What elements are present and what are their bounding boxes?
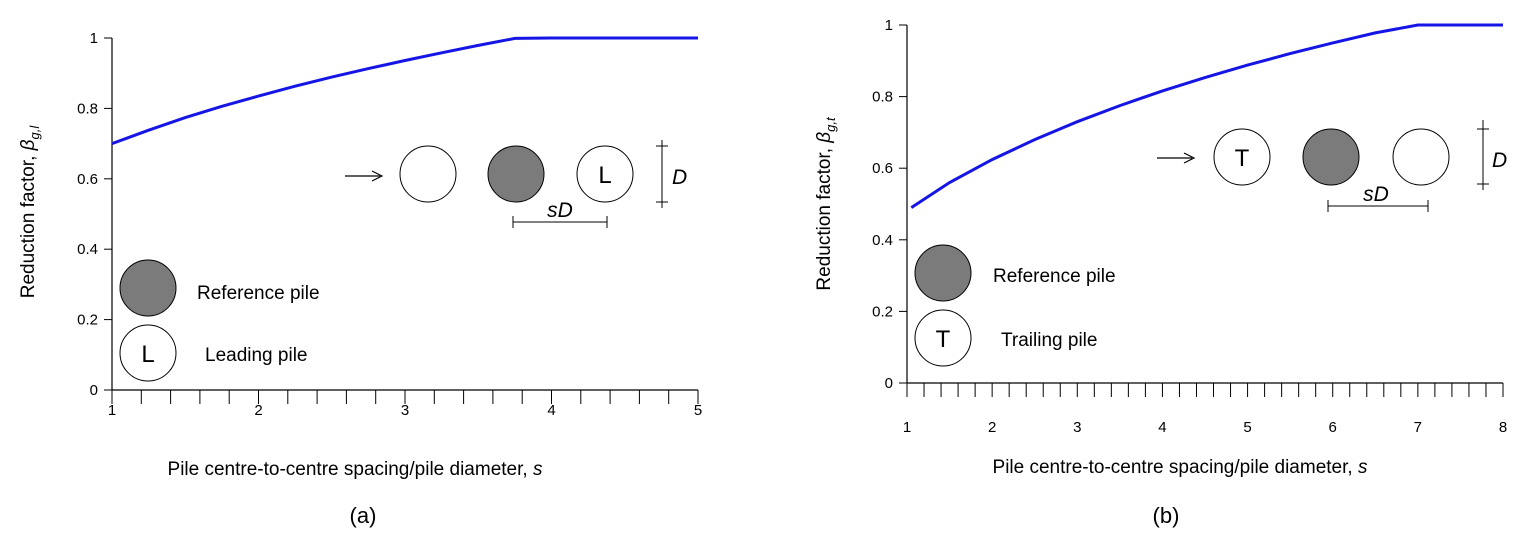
legend-trailing-letter: T (936, 326, 951, 353)
pile-reference (1302, 128, 1360, 186)
x-tick-label: 6 (1329, 419, 1337, 436)
arrow-head-icon (371, 170, 384, 182)
legend-reference-symbol (914, 244, 972, 302)
x-tick-label: 1 (108, 402, 116, 419)
x-tick-label: 5 (1243, 419, 1251, 436)
y-tick-label: 0.2 (77, 312, 98, 329)
x-axis-title-a: Pile centre-to-centre spacing/pile diame… (168, 459, 543, 480)
y-tick-label: 0.4 (872, 232, 893, 249)
x-tick-label: 2 (254, 402, 262, 419)
legend-leading-symbol (119, 324, 177, 382)
x-tick-label: 1 (903, 419, 911, 436)
y-tick-labels-a: 0 0.2 0.4 0.6 0.8 1 (77, 30, 98, 399)
y-axis-title-a: Reduction factor, βg,l (18, 125, 42, 299)
pile-reference (487, 145, 545, 203)
diameter-label: D (1492, 149, 1507, 172)
spacing-label: sD (547, 199, 573, 222)
axes-b (899, 24, 1504, 397)
legend-a: Reference pile L Leading pile (119, 259, 320, 382)
x-tick-label: 8 (1499, 419, 1507, 436)
chart-panel-b: 0 0.2 0.4 0.6 0.8 1 1 2 3 4 5 6 7 8 Reduction factor… (814, 17, 1507, 528)
x-tick-labels-b: 1 2 3 4 5 6 7 8 (903, 419, 1507, 436)
y-tick-label: 0.4 (77, 241, 98, 258)
y-tick-label: 0 (90, 382, 98, 399)
y-tick-label: 0.6 (872, 160, 893, 177)
y-tick-label: 0.2 (872, 303, 893, 320)
series-line-a (111, 36, 698, 146)
chart-panel-a: 0 0.2 0.4 0.6 0.8 1 1 2 3 4 5 Reduction factor, β… (18, 30, 702, 528)
legend-leading-label: Leading pile (205, 345, 307, 366)
legend-b: Reference pile T Trailing pile (914, 244, 1116, 367)
pile-leading-letter: L (598, 162, 611, 189)
inset-diagram-b: T sD D (1157, 120, 1507, 212)
arrow-head-icon (1183, 152, 1196, 164)
panel-label-a: (a) (350, 503, 377, 528)
pile-empty (399, 145, 457, 203)
x-tick-label: 4 (547, 402, 555, 419)
diameter-label: D (672, 166, 687, 189)
pile-leading (576, 145, 634, 203)
series-line-b (910, 23, 1503, 209)
y-tick-label: 1 (885, 17, 893, 34)
inset-diagram-a: L sD D (345, 140, 687, 228)
legend-reference-label: Reference pile (197, 283, 320, 304)
pile-empty (1392, 128, 1450, 186)
y-tick-label: 1 (90, 30, 98, 47)
legend-trailing-label: Trailing pile (1001, 330, 1097, 351)
x-tick-label: 3 (1073, 419, 1081, 436)
legend-leading-letter: L (141, 341, 154, 368)
x-tick-labels-a: 1 2 3 4 5 (108, 402, 702, 419)
y-axis-title-b: Reduction factor, βg,t (814, 116, 838, 291)
pile-trailing-letter: T (1235, 145, 1250, 172)
pile-trailing (1213, 128, 1271, 186)
spacing-label: sD (1363, 183, 1389, 206)
x-tick-label: 2 (988, 419, 996, 436)
y-tick-label: 0 (885, 375, 893, 392)
x-tick-label: 3 (401, 402, 409, 419)
y-tick-label: 0.8 (872, 89, 893, 106)
x-axis-title-b: Pile centre-to-centre spacing/pile diame… (993, 457, 1368, 478)
x-tick-label: 7 (1414, 419, 1422, 436)
panel-label-b: (b) (1153, 503, 1180, 528)
legend-trailing-symbol (914, 309, 972, 367)
legend-reference-label: Reference pile (993, 266, 1116, 287)
y-tick-label: 0.6 (77, 171, 98, 188)
y-tick-labels-b: 0 0.2 0.4 0.6 0.8 1 (872, 17, 893, 392)
legend-reference-symbol (119, 259, 177, 317)
x-tick-label: 4 (1158, 419, 1166, 436)
x-tick-label: 5 (694, 402, 702, 419)
y-tick-label: 0.8 (77, 100, 98, 117)
axes-a (104, 37, 699, 404)
